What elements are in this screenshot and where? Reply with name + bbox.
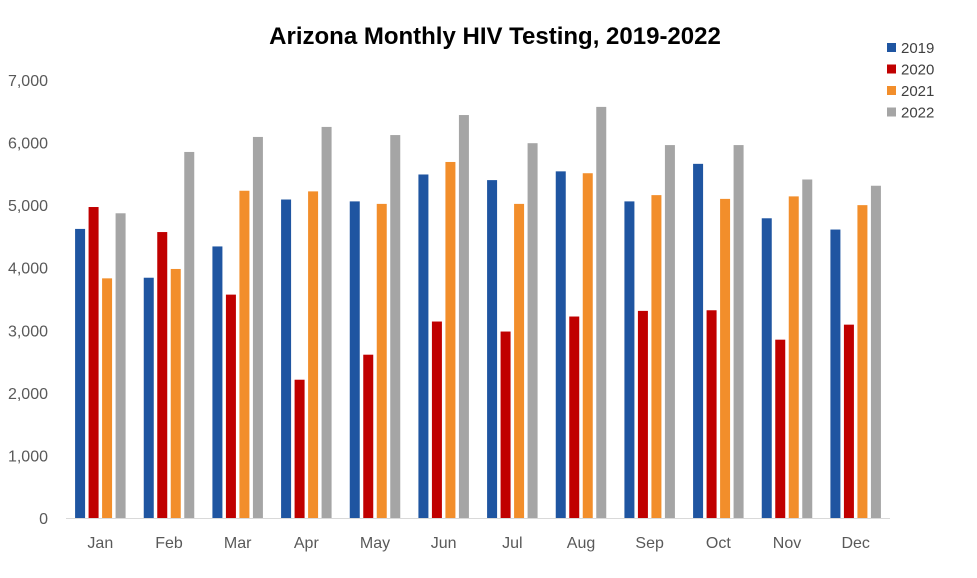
bar-2019-may bbox=[349, 201, 360, 519]
bar-2020-sep bbox=[637, 310, 648, 518]
legend-label-2020: 2020 bbox=[901, 62, 934, 79]
bar-2021-dec bbox=[857, 205, 868, 518]
bar-2021-mar bbox=[239, 190, 250, 518]
x-tick-label: Apr bbox=[294, 535, 320, 552]
legend: 2019 2020 2021 2022 bbox=[887, 40, 934, 122]
bar-2019-jun bbox=[418, 174, 429, 519]
bar-2019-jan bbox=[75, 228, 86, 519]
y-tick-label: 7,000 bbox=[8, 73, 48, 90]
x-tick-label: Oct bbox=[706, 535, 731, 552]
y-tick-label: 0 bbox=[39, 511, 48, 528]
y-tick-label: 4,000 bbox=[8, 261, 48, 278]
bar-2019-sep bbox=[624, 201, 635, 519]
y-tick-label: 1,000 bbox=[8, 448, 48, 465]
x-tick-label: Nov bbox=[773, 535, 801, 552]
bar-2019-feb bbox=[143, 277, 154, 518]
y-axis: 0 1,000 2,000 3,000 4,000 5,000 6,000 7,000 bbox=[8, 73, 48, 528]
bar-2020-may bbox=[363, 354, 374, 518]
legend-swatch-2022 bbox=[887, 107, 896, 117]
bar-2022-may bbox=[390, 135, 401, 518]
bar-2020-jan bbox=[88, 207, 99, 518]
bar-2021-may bbox=[376, 203, 387, 519]
x-tick-label: Aug bbox=[567, 535, 595, 552]
bar-2022-sep bbox=[664, 145, 675, 518]
bar-2022-feb bbox=[184, 151, 195, 518]
legend-swatch-2021 bbox=[887, 86, 896, 95]
bar-2020-apr bbox=[294, 379, 305, 518]
bar-2019-dec bbox=[830, 229, 841, 518]
bar-2019-nov bbox=[761, 218, 772, 519]
chart-title: Arizona Monthly HIV Testing, 2019-2022 bbox=[269, 23, 721, 50]
x-tick-label: Feb bbox=[155, 535, 183, 552]
bar-2020-feb bbox=[157, 232, 168, 518]
bar-2020-mar bbox=[225, 294, 236, 518]
bar-2021-sep bbox=[651, 195, 662, 519]
bar-2020-nov bbox=[775, 339, 786, 518]
bar-2021-jun bbox=[445, 161, 456, 518]
bar-2020-oct bbox=[706, 310, 717, 518]
y-tick-label: 5,000 bbox=[8, 198, 48, 215]
bar-2021-jul bbox=[514, 203, 525, 519]
x-axis: Jan Feb Mar Apr May Jun Jul Aug Sep Oct Nov Dec bbox=[66, 518, 890, 552]
bar-2021-apr bbox=[308, 191, 319, 518]
bar-2020-jul bbox=[500, 331, 511, 518]
bar-2020-jun bbox=[431, 321, 442, 518]
bar-2022-jun bbox=[458, 115, 469, 518]
y-tick-label: 6,000 bbox=[8, 136, 48, 153]
bar-2022-oct bbox=[733, 145, 744, 518]
x-tick-label: Dec bbox=[841, 535, 869, 552]
legend-label-2021: 2021 bbox=[901, 83, 934, 100]
bar-2019-jul bbox=[487, 180, 498, 518]
x-tick-label: May bbox=[360, 535, 390, 552]
legend-label-2019: 2019 bbox=[901, 40, 934, 57]
bar-2021-aug bbox=[582, 173, 593, 518]
x-tick-label: Jun bbox=[431, 535, 457, 552]
y-tick-label: 3,000 bbox=[8, 323, 48, 340]
x-tick-label: Jan bbox=[87, 535, 113, 552]
bar-2019-mar bbox=[212, 246, 223, 518]
bar-2022-jul bbox=[527, 143, 538, 518]
bar-2021-feb bbox=[170, 268, 181, 518]
legend-label-2022: 2022 bbox=[901, 105, 934, 122]
bar-2021-jan bbox=[102, 278, 113, 518]
bar-2019-oct bbox=[693, 163, 704, 519]
x-tick-label: Sep bbox=[635, 535, 664, 552]
bar-2020-dec bbox=[843, 324, 854, 518]
bars bbox=[75, 106, 881, 519]
x-tick-label: Jul bbox=[502, 535, 522, 552]
bar-2021-oct bbox=[720, 198, 731, 518]
y-tick-label: 2,000 bbox=[8, 386, 48, 403]
bar-2020-aug bbox=[569, 316, 580, 518]
bar-2022-aug bbox=[596, 106, 607, 519]
bar-2022-dec bbox=[870, 185, 881, 518]
bar-2022-jan bbox=[115, 213, 126, 518]
bar-2022-nov bbox=[802, 179, 813, 518]
bar-2022-mar bbox=[252, 136, 263, 518]
bar-2019-apr bbox=[281, 199, 292, 519]
bar-2022-apr bbox=[321, 126, 332, 518]
bar-2021-nov bbox=[788, 196, 799, 518]
x-tick-label: Mar bbox=[224, 535, 252, 552]
legend-swatch-2019 bbox=[887, 43, 896, 52]
bar-2019-aug bbox=[555, 171, 566, 518]
legend-swatch-2020 bbox=[887, 64, 896, 74]
